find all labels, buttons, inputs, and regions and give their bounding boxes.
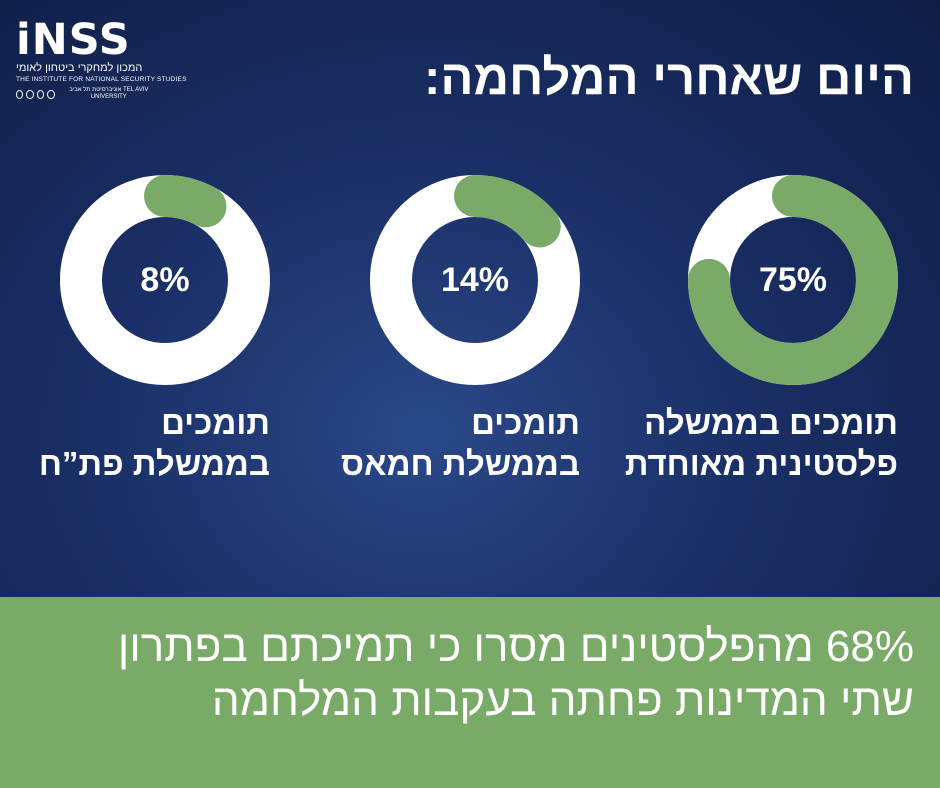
logo-badges: אוניברסיטת תל אביב TEL AVIV UNIVERSITY	[16, 87, 154, 101]
badge-icon	[47, 89, 55, 99]
donut-label-line-1: תומכים	[471, 404, 580, 441]
donut-value-arc	[370, 175, 580, 385]
donut-category-label: תומכים בממשלה פלסטינית מאוחדת	[625, 402, 898, 484]
logo-english-name: THE INSTITUTE FOR NATIONAL SECURITY STUD…	[16, 76, 187, 83]
page-title: היום שאחרי המלחמה:	[424, 51, 914, 105]
inss-logo: iNSS המכון למחקרי ביטחון לאומי THE INSTI…	[16, 15, 187, 101]
footer-line-2: שתי המדינות פחתה בעקבות המלחמה	[211, 676, 914, 725]
donut-percent-label: 75%	[758, 260, 828, 299]
donut-label-line-2: בממשלת פת”ח	[38, 445, 270, 482]
donut-label-line-1: תומכים בממשלה	[644, 404, 898, 441]
footer-text: 68% מהפלסטינים מסרו כי תמיכתם בפתרון שתי…	[118, 620, 914, 728]
donut-label-line-1: תומכים	[161, 404, 270, 441]
donut-percent-label: 14%	[440, 260, 510, 299]
donut-value-arc	[60, 175, 270, 385]
donut-svg	[370, 175, 580, 385]
donut-label-line-2: פלסטינית מאוחדת	[624, 445, 898, 482]
donut-1: 75%	[688, 175, 898, 385]
donut-value-arc	[688, 175, 898, 385]
donut-label-line-2: בממשלת חמאס	[341, 445, 580, 482]
logo-university: אוניברסיטת תל אביב TEL AVIV UNIVERSITY	[69, 87, 149, 100]
logo-mark: iNSS	[16, 15, 131, 65]
donut-3: 8%	[60, 175, 270, 385]
logo-hebrew-name: המכון למחקרי ביטחון לאומי	[16, 62, 143, 74]
donut-2: 14%	[370, 175, 580, 385]
badge-icon	[26, 89, 34, 99]
footer-line-1: 68% מהפלסטינים מסרו כי תמיכתם בפתרון	[117, 622, 914, 671]
donut-svg	[60, 175, 270, 385]
donut-category-label: תומכים בממשלת חמאס	[341, 402, 580, 484]
donut-svg	[688, 175, 898, 385]
donut-percent-label: 8%	[140, 260, 190, 299]
donut-category-label: תומכים בממשלת פת”ח	[39, 402, 270, 484]
badge-icon	[16, 89, 24, 99]
badge-icon	[36, 89, 45, 99]
footer-band	[0, 597, 940, 788]
